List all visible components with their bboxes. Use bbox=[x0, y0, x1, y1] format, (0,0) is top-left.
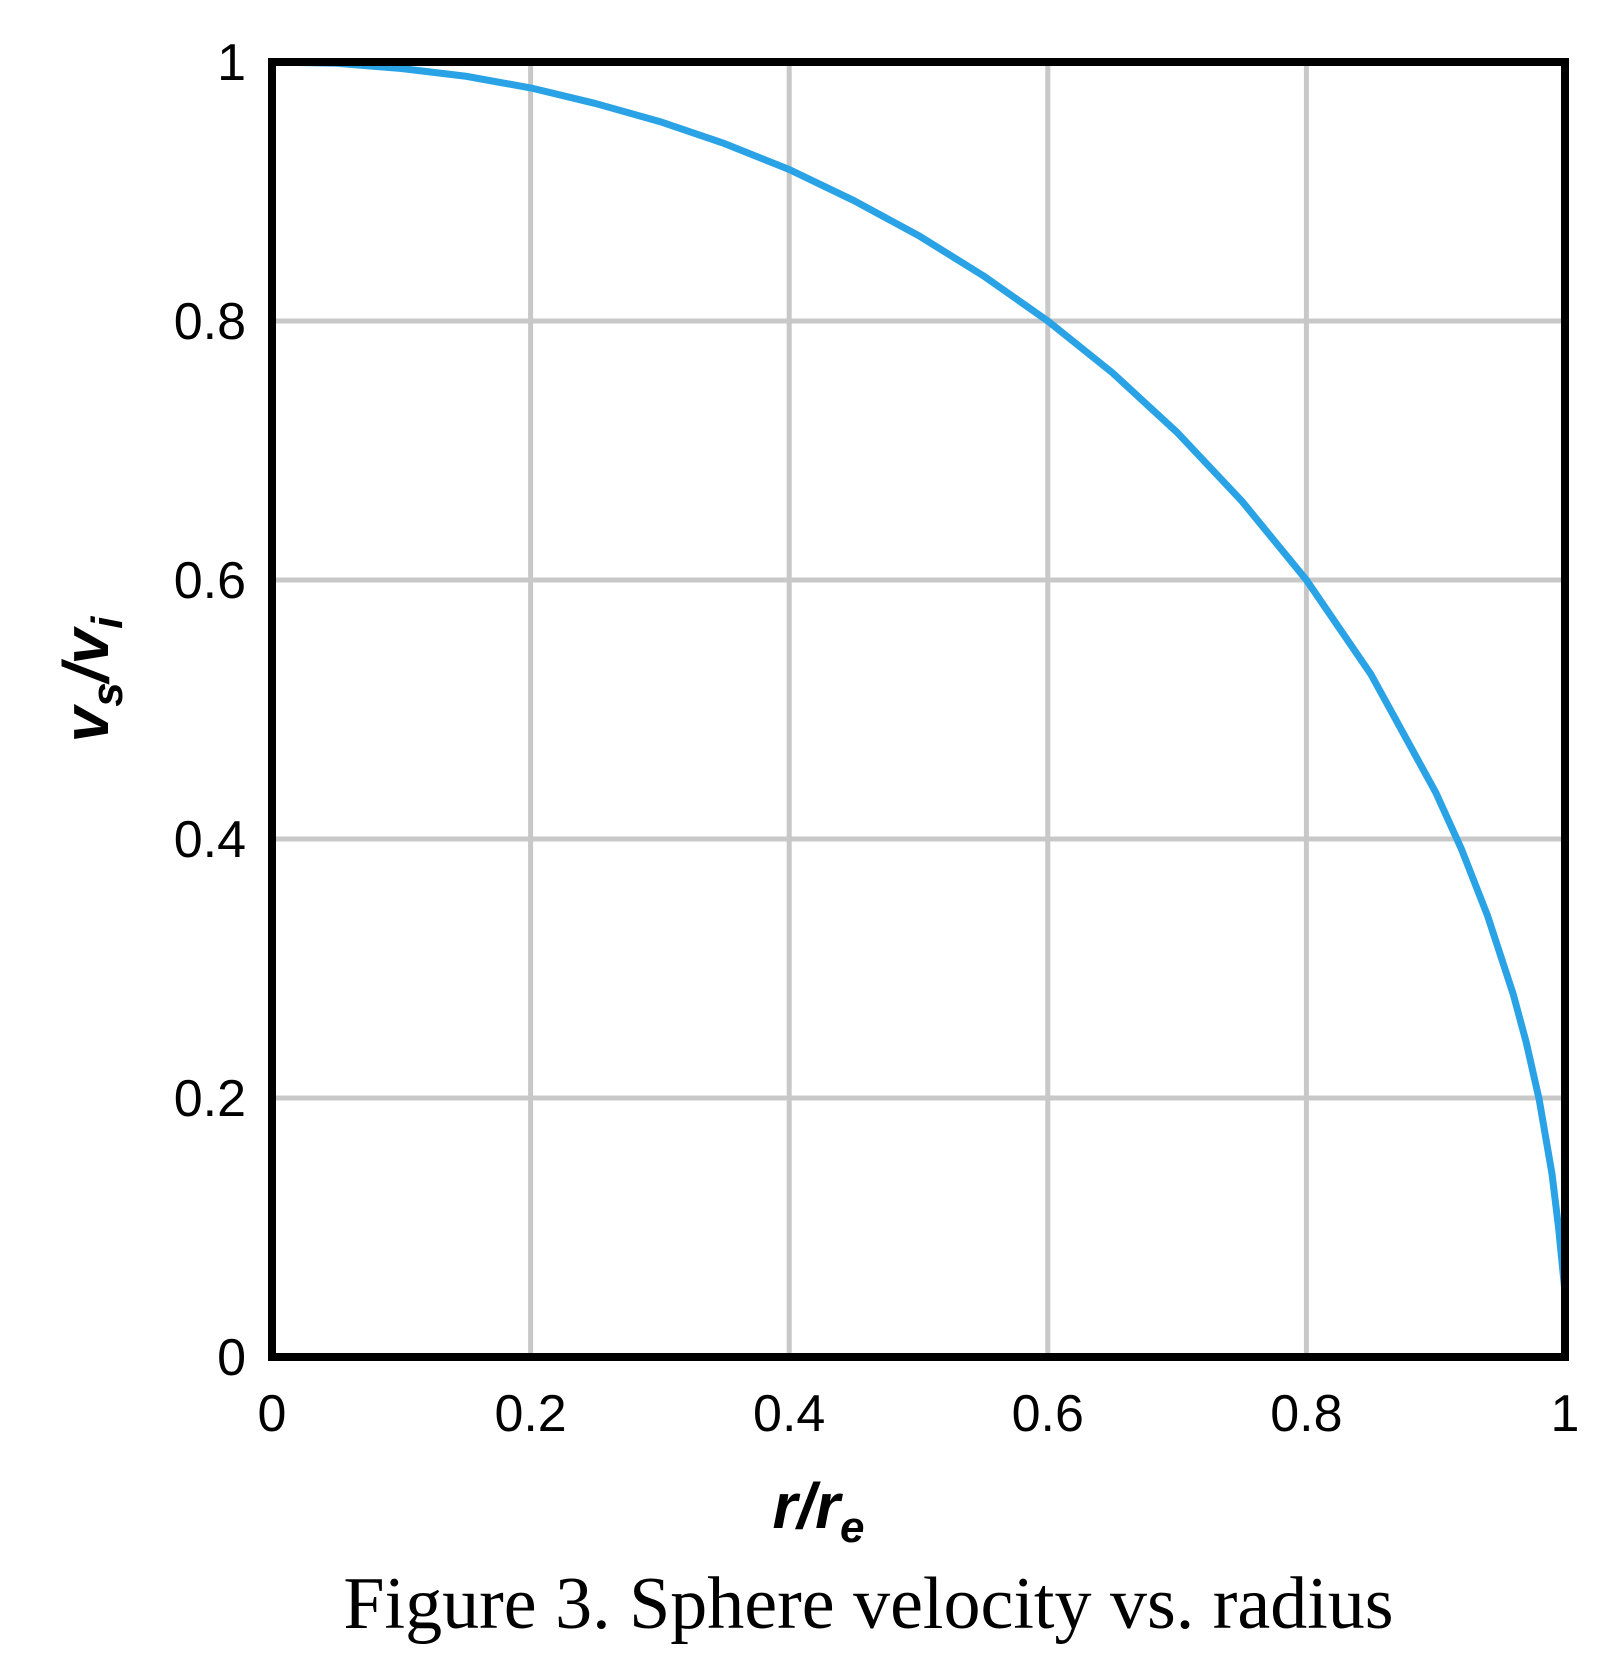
y-axis-label-part1: v bbox=[50, 703, 122, 742]
y-tick-label: 1 bbox=[217, 34, 246, 92]
x-tick-label: 0.6 bbox=[1012, 1385, 1084, 1443]
y-tick-label: 0.4 bbox=[174, 811, 246, 869]
series-line-0 bbox=[268, 58, 1569, 1296]
y-axis-label-sub1: s bbox=[83, 682, 132, 706]
x-tick-labels: 0 0.2 0.4 0.6 0.8 1 bbox=[258, 1385, 1580, 1443]
series-layer bbox=[268, 58, 1569, 1296]
grid-lines bbox=[272, 62, 1565, 1357]
y-tick-label: 0.2 bbox=[174, 1070, 246, 1128]
x-axis-label-subscript: e bbox=[840, 1503, 864, 1552]
y-tick-label: 0.8 bbox=[174, 293, 246, 351]
y-tick-label: 0.6 bbox=[174, 552, 246, 610]
x-tick-label: 0.2 bbox=[494, 1385, 566, 1443]
plot-frame bbox=[268, 58, 1569, 1361]
y-axis-label-part2: v bbox=[50, 625, 122, 664]
x-axis-label: r/re bbox=[772, 1470, 864, 1552]
y-tick-labels: 0 0.2 0.4 0.6 0.8 1 bbox=[174, 34, 246, 1387]
y-axis-label: vs/vi bbox=[50, 616, 132, 742]
y-axis-label-sub2: i bbox=[83, 616, 132, 629]
y-tick-label: 0 bbox=[217, 1329, 246, 1387]
x-axis-label-main: r/r bbox=[772, 1470, 843, 1542]
figure-caption: Figure 3. Sphere velocity vs. radius bbox=[343, 1563, 1393, 1645]
x-tick-label: 0 bbox=[258, 1385, 287, 1443]
x-tick-label: 1 bbox=[1551, 1385, 1580, 1443]
x-tick-label: 0.4 bbox=[753, 1385, 825, 1443]
x-tick-label: 0.8 bbox=[1270, 1385, 1342, 1443]
